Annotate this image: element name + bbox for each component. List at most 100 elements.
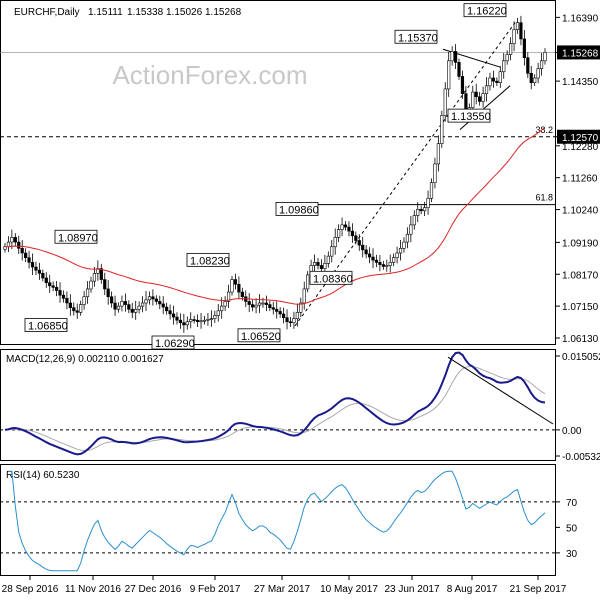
rsi-line — [8, 470, 546, 572]
candle-body — [515, 22, 520, 30]
candle-body — [302, 288, 306, 304]
price-tick-label: 1.08170 — [562, 270, 599, 281]
candle-body — [182, 322, 186, 326]
candle-body — [275, 308, 279, 312]
date-tick-label: 27 Mar 2017 — [254, 584, 311, 595]
candle-body — [158, 301, 162, 305]
candle-body — [85, 288, 90, 298]
candle-body — [89, 280, 93, 290]
price-tick-label: 1.14350 — [562, 77, 599, 88]
price-tick-label: 1.07150 — [562, 302, 599, 313]
candle-body — [264, 302, 269, 305]
rsi-panel-frame — [0, 464, 556, 576]
candle-body — [460, 76, 465, 94]
macd-axis: 0.015052 0.00 -0.005321 — [555, 352, 600, 463]
candle-body — [137, 305, 141, 310]
candle-body — [405, 233, 410, 243]
candle-body — [488, 77, 492, 87]
candle-body — [106, 288, 110, 298]
rsi-tick-label: 50 — [566, 523, 578, 534]
candle-body — [185, 321, 189, 326]
candle-body — [226, 291, 231, 302]
candle-body — [364, 249, 368, 255]
candle-body — [340, 224, 344, 230]
candle-body — [127, 304, 131, 310]
candle-body — [196, 319, 200, 323]
price-label-box — [186, 252, 230, 267]
candle-body — [79, 304, 83, 313]
macd-layer — [0, 351, 555, 456]
price-label-box — [275, 202, 319, 216]
candle-body — [347, 226, 351, 232]
candle-body — [361, 244, 365, 251]
candle-body — [261, 302, 265, 305]
price-tick-label: 1.12280 — [562, 142, 599, 153]
candle-body — [51, 285, 55, 288]
candle-body — [409, 224, 413, 235]
moving-average-line — [4, 127, 546, 305]
candle-body — [216, 310, 220, 316]
candle-body — [189, 319, 193, 323]
price-tick-label: 1.16390 — [562, 13, 599, 24]
price-label: 1.16220 — [467, 6, 507, 18]
candle-body — [416, 208, 420, 216]
candle-body — [13, 237, 17, 243]
candle-body — [147, 296, 152, 301]
date-tick-label: 23 Jun 2017 — [384, 584, 439, 595]
candle-body — [24, 252, 28, 258]
candle-body — [412, 215, 416, 226]
candle-body — [326, 255, 330, 264]
candle-body — [161, 303, 165, 308]
fib-level-label: 38.2 — [535, 125, 553, 135]
candle-body — [120, 301, 124, 307]
candle-body — [481, 93, 485, 102]
macd-trendline — [447, 356, 554, 425]
price-label: 1.08360 — [313, 273, 353, 285]
price-tick-label: 1.10240 — [562, 206, 599, 217]
candle-body — [268, 304, 272, 308]
candle-body — [385, 265, 389, 267]
candle-body — [505, 54, 509, 62]
candle-body — [292, 318, 296, 323]
macd-line — [4, 351, 546, 456]
candle-body — [502, 60, 506, 73]
candle-body — [134, 308, 138, 313]
candle-body — [543, 52, 547, 62]
date-tick-label: 10 May 2017 — [320, 584, 378, 595]
candle-body — [378, 262, 382, 265]
candle-body — [392, 257, 396, 263]
price-label-box — [54, 229, 98, 244]
candle-body — [209, 318, 213, 320]
macd-label: MACD(12,26,9) 0.002110 0.001627 — [6, 354, 164, 365]
candle-body — [61, 294, 66, 299]
candle-body — [436, 143, 440, 165]
candle-body — [529, 73, 533, 83]
candle-body — [509, 43, 513, 55]
ohlc-close: 1.15268 — [205, 7, 242, 18]
fib-price-box — [557, 129, 600, 144]
date-tick-label: 21 Sep 2017 — [510, 584, 567, 595]
price-label-box — [151, 335, 195, 350]
candle-body — [519, 22, 523, 40]
candle-body — [429, 182, 434, 199]
candle-body — [337, 229, 341, 238]
price-label: 1.06290 — [155, 338, 195, 350]
candle-body — [536, 68, 540, 79]
candle-body — [44, 277, 48, 283]
candle-body — [316, 262, 320, 266]
candle-body — [271, 307, 275, 310]
candle-body — [443, 88, 447, 116]
ohlc-low: 1.15026 — [166, 7, 203, 18]
candle-body — [343, 224, 348, 228]
candle-body — [447, 60, 451, 90]
candle-body — [398, 248, 403, 254]
candle-body — [165, 306, 169, 312]
chart-header: EURCHF,Daily 1.15111 1.15338 1.15026 1.1… — [14, 7, 242, 18]
date-tick-label: 8 Aug 2017 — [447, 584, 498, 595]
candle-body — [323, 263, 327, 269]
candle-body — [103, 279, 107, 290]
candle-body — [10, 237, 14, 243]
candle-body — [491, 77, 496, 82]
price-tick-label: 1.06130 — [562, 334, 599, 345]
